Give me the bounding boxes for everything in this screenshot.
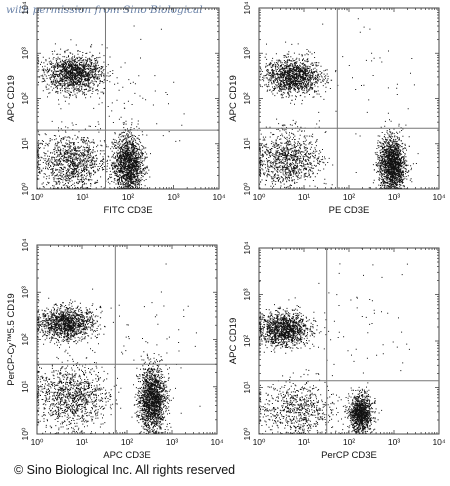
cell-population-3 <box>131 351 182 434</box>
axis-ticks <box>36 244 218 435</box>
x-tick-label: 10¹ <box>298 437 310 447</box>
cell-population-2 <box>259 118 357 189</box>
cell-population-2 <box>259 369 351 434</box>
plot-frame <box>258 7 440 190</box>
population-dots <box>342 382 383 434</box>
scatter-plot-1: 10⁰ 10¹ 10² 10³ 10⁴ 10⁰ 10¹ 10² 10³ 10⁴ FITC CD3E A… <box>6 1 226 216</box>
y-tick-label: 10⁰ <box>242 182 252 195</box>
x-tick-label: 10⁰ <box>31 192 44 202</box>
y-tick-label: 10² <box>20 92 30 104</box>
y-tick-label: 10³ <box>20 47 30 59</box>
x-tick-label: 10⁴ <box>212 192 225 202</box>
x-tick-label: 10¹ <box>76 437 88 447</box>
cell-population-3 <box>105 107 151 189</box>
population-dots <box>37 39 126 105</box>
x-tick-label: 10¹ <box>298 192 310 202</box>
x-tick-label: 10⁴ <box>432 437 445 447</box>
y-tick-label: 10⁴ <box>20 1 30 14</box>
y-tick-label: 10⁴ <box>20 238 30 251</box>
x-axis-title: PE CD3E <box>329 205 370 216</box>
y-tick-label: 10⁰ <box>242 427 252 440</box>
plot-frame <box>36 244 218 435</box>
x-tick-label: 10² <box>122 192 134 202</box>
axis-ticks <box>258 247 440 435</box>
event-dots <box>259 248 410 434</box>
x-tick-label: 10¹ <box>76 192 88 202</box>
y-tick-label: 10⁰ <box>20 182 30 195</box>
x-tick-label: 10² <box>343 437 355 447</box>
x-tick-label: 10² <box>343 192 355 202</box>
cell-population-1 <box>259 297 339 354</box>
y-axis-title: APC CD19 <box>228 318 239 364</box>
axis-ticks <box>258 7 440 190</box>
x-tick-label: 10⁰ <box>31 437 44 447</box>
population-dots <box>259 297 339 354</box>
population-dots <box>37 336 144 434</box>
x-tick-label: 10² <box>121 437 133 447</box>
event-dots <box>259 9 419 189</box>
x-axis-title: FITC CD3E <box>103 205 152 216</box>
population-dots <box>368 112 419 189</box>
population-dots <box>37 288 106 349</box>
y-tick-label: 10³ <box>242 288 252 300</box>
scatter-plot-2: 10⁰ 10¹ 10² 10³ 10⁴ 10⁰ 10¹ 10² 10³ 10⁴ PE CD3E APC… <box>228 1 446 216</box>
cell-population-4 <box>57 25 185 167</box>
x-tick-label: 10³ <box>166 437 178 447</box>
x-tick-label: 10³ <box>388 437 400 447</box>
x-tick-label: 10³ <box>388 192 400 202</box>
y-tick-label: 10³ <box>242 47 252 59</box>
population-dots <box>259 369 351 434</box>
population-dots <box>259 118 357 189</box>
population-dots <box>105 107 151 189</box>
y-tick-label: 10¹ <box>242 381 252 393</box>
x-tick-label: 10⁰ <box>253 192 266 202</box>
y-tick-label: 10¹ <box>242 137 252 149</box>
cell-population-1 <box>259 41 339 105</box>
cell-population-1 <box>37 39 126 105</box>
y-tick-label: 10¹ <box>20 137 30 149</box>
population-dots <box>57 25 185 167</box>
x-tick-label: 10⁴ <box>432 192 445 202</box>
scatter-plot-3: 10⁰ 10¹ 10² 10³ 10⁴ 10⁰ 10¹ 10² 10³ 10⁴ APC CD3E Pe… <box>6 238 224 461</box>
y-tick-label: 10² <box>242 92 252 104</box>
x-axis-title: APC CD3E <box>103 450 151 461</box>
cell-population-1 <box>37 288 106 349</box>
x-axis-title: PerCP CD3E <box>321 450 377 461</box>
y-tick-label: 10² <box>20 333 30 345</box>
cell-population-3 <box>342 382 383 434</box>
y-tick-label: 10³ <box>20 286 30 298</box>
scatter-plot-4: 10⁰ 10¹ 10² 10³ 10⁴ 10⁰ 10¹ 10² 10³ 10⁴ PerCP CD3E… <box>228 241 446 461</box>
y-axis-title: APC CD19 <box>6 75 17 121</box>
population-dots <box>259 41 339 105</box>
event-dots <box>37 25 185 189</box>
y-tick-label: 10⁰ <box>20 427 30 440</box>
y-axis-title: PerCP-Cy™5.5 CD19 <box>6 293 17 385</box>
y-tick-label: 10⁴ <box>242 241 252 254</box>
cell-population-3 <box>368 112 419 189</box>
cell-population-2 <box>37 120 135 189</box>
population-dots <box>131 351 182 434</box>
copyright-notice: © Sino Biological Inc. All rights reserv… <box>14 463 236 477</box>
population-dots <box>37 120 135 189</box>
y-tick-label: 10¹ <box>20 380 30 392</box>
y-axis-title: APC CD19 <box>228 75 239 121</box>
x-tick-label: 10⁴ <box>210 437 223 447</box>
y-tick-label: 10⁴ <box>242 1 252 14</box>
x-tick-label: 10³ <box>167 192 179 202</box>
cell-population-2 <box>37 336 144 434</box>
axis-ticks <box>36 7 220 190</box>
x-tick-label: 10⁰ <box>253 437 266 447</box>
y-tick-label: 10² <box>242 335 252 347</box>
event-dots <box>37 263 201 434</box>
